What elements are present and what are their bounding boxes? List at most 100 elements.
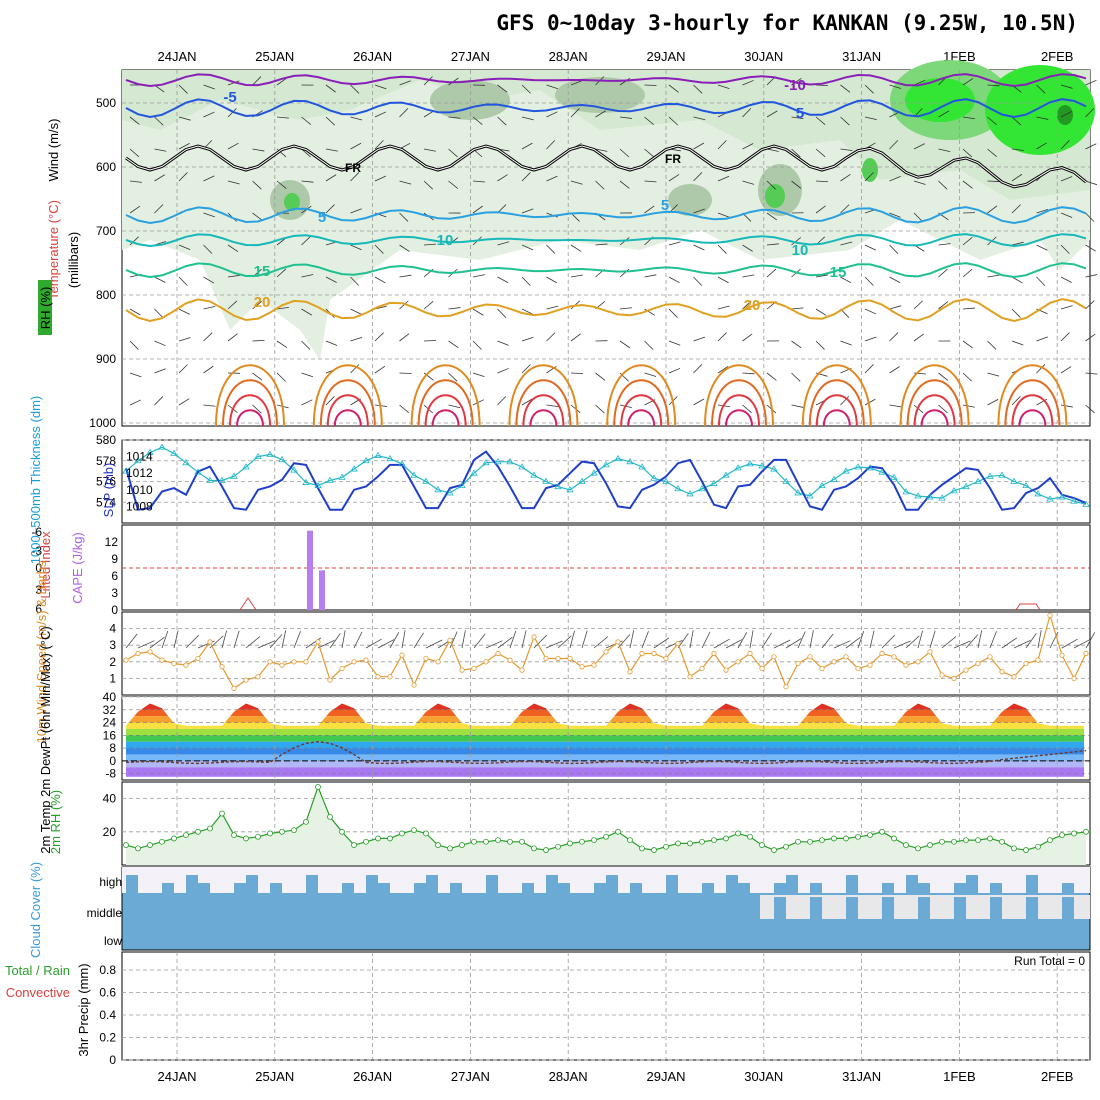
wind-speed-point bbox=[603, 649, 609, 655]
temperature-loop bbox=[1018, 409, 1047, 427]
wind-barb bbox=[129, 148, 140, 158]
temperature-loop bbox=[1011, 394, 1054, 427]
wind-barb bbox=[693, 398, 705, 406]
date-label-top: 24JAN bbox=[157, 49, 196, 64]
wind-barb-10m bbox=[701, 631, 711, 649]
contour-minus10 bbox=[125, 73, 1087, 88]
thickness-point bbox=[674, 484, 682, 492]
cloud-middle-block bbox=[1062, 897, 1074, 919]
thickness-point bbox=[566, 486, 574, 493]
thickness-point bbox=[1082, 500, 1090, 507]
wind-barb bbox=[791, 372, 801, 382]
wind-speed-point bbox=[915, 659, 921, 665]
wind-barb bbox=[987, 205, 998, 214]
rh-point bbox=[399, 830, 405, 837]
wind-barb-10m bbox=[689, 630, 694, 649]
cloud-high-block bbox=[966, 875, 978, 893]
thickness-point bbox=[734, 464, 742, 471]
contour-15 bbox=[125, 262, 1087, 279]
wind-barb bbox=[570, 180, 583, 185]
wind-barb bbox=[1085, 372, 1098, 375]
date-label-bottom: 30JAN bbox=[744, 1069, 783, 1084]
thickness-point bbox=[890, 473, 898, 480]
wind-barb-10m bbox=[389, 632, 400, 649]
wind-barb bbox=[693, 276, 703, 286]
rh-point bbox=[147, 842, 153, 848]
thickness-point bbox=[482, 459, 490, 466]
wind-barb bbox=[938, 110, 950, 118]
date-axis-bottom: 24JAN 25JAN 26JAN 27JAN 28JAN 29JAN 30JAN 31JAN… bbox=[157, 1069, 1073, 1084]
wind-barb-10m bbox=[533, 634, 547, 649]
wind-barb bbox=[864, 398, 876, 406]
rh-point bbox=[639, 845, 645, 852]
wind-barb bbox=[350, 276, 360, 286]
cloud-high-block bbox=[486, 875, 498, 893]
rh-mid-blob bbox=[668, 184, 712, 216]
cloud-high-block bbox=[606, 875, 618, 893]
wind-barb bbox=[717, 332, 727, 342]
wind-barb bbox=[742, 244, 753, 252]
wind-barb bbox=[1036, 208, 1049, 214]
thickness-point bbox=[1022, 481, 1030, 489]
cloud-gaps bbox=[122, 867, 1090, 919]
thickness-point bbox=[326, 476, 334, 483]
wind-barb bbox=[1060, 404, 1073, 408]
rh-point bbox=[471, 838, 477, 845]
thickness-line bbox=[125, 446, 1087, 505]
wind-barb bbox=[448, 180, 459, 189]
wind-barb bbox=[1011, 241, 1024, 246]
wind-barb bbox=[938, 404, 948, 414]
wind-speed-point bbox=[819, 665, 825, 672]
thickness-point bbox=[422, 477, 430, 484]
wind-barb bbox=[717, 276, 729, 284]
wind-barb bbox=[178, 116, 191, 121]
wind-barb bbox=[472, 205, 483, 214]
wind-barb bbox=[521, 142, 533, 150]
date-label-bottom: 25JAN bbox=[255, 1069, 294, 1084]
wind-speed-point bbox=[963, 667, 969, 673]
temperature-loop bbox=[424, 394, 467, 427]
thickness-point bbox=[638, 463, 646, 470]
temperature-loop bbox=[606, 364, 677, 427]
ylabel-precip-axis: 3hr Precip (mm) bbox=[76, 963, 91, 1056]
wind-barb-10m bbox=[653, 637, 670, 649]
li-tick: -6 bbox=[31, 525, 42, 539]
wind-speed-point bbox=[663, 655, 669, 662]
rh-point bbox=[207, 825, 213, 832]
wind-speed-series bbox=[123, 612, 1089, 691]
thickness-point bbox=[662, 477, 670, 484]
pressure-tick-label: 1000 bbox=[89, 416, 116, 430]
wind-barb bbox=[301, 148, 311, 158]
wind-barb bbox=[815, 84, 829, 87]
thickness-point bbox=[362, 456, 370, 464]
wind-barb bbox=[570, 212, 580, 222]
wind-tick: 2 bbox=[109, 655, 116, 669]
wind-speed-point bbox=[207, 639, 213, 645]
wind-speed-point bbox=[687, 674, 693, 680]
thickness-point bbox=[518, 463, 526, 470]
cloud-level-label: middle bbox=[87, 906, 123, 920]
rh-point bbox=[507, 838, 513, 845]
wind-speed-point bbox=[231, 685, 237, 691]
wind-barb bbox=[864, 364, 874, 374]
wind-speed-point bbox=[435, 659, 441, 665]
wind-barb-10m bbox=[785, 638, 802, 649]
ylabel-precip-total: Total / Rain bbox=[5, 963, 70, 978]
upper-grid bbox=[122, 70, 1090, 426]
wind-barb bbox=[693, 84, 703, 94]
rh-point bbox=[411, 827, 417, 834]
temp-tick: 16 bbox=[103, 728, 117, 742]
wind-barb bbox=[840, 340, 852, 346]
wind-barb bbox=[154, 148, 167, 152]
wind-barb-10m bbox=[137, 640, 155, 649]
wind-barb bbox=[1085, 212, 1095, 222]
wind-barb bbox=[668, 241, 681, 246]
wind-barb bbox=[252, 148, 265, 152]
cloud-high-block bbox=[126, 875, 138, 893]
wind-barb bbox=[203, 332, 213, 342]
rh-tick: 40 bbox=[103, 792, 117, 806]
wind-barb bbox=[864, 336, 877, 342]
rh-point bbox=[303, 818, 309, 825]
wind-barb bbox=[448, 307, 461, 310]
cloud-high-block bbox=[882, 883, 894, 893]
